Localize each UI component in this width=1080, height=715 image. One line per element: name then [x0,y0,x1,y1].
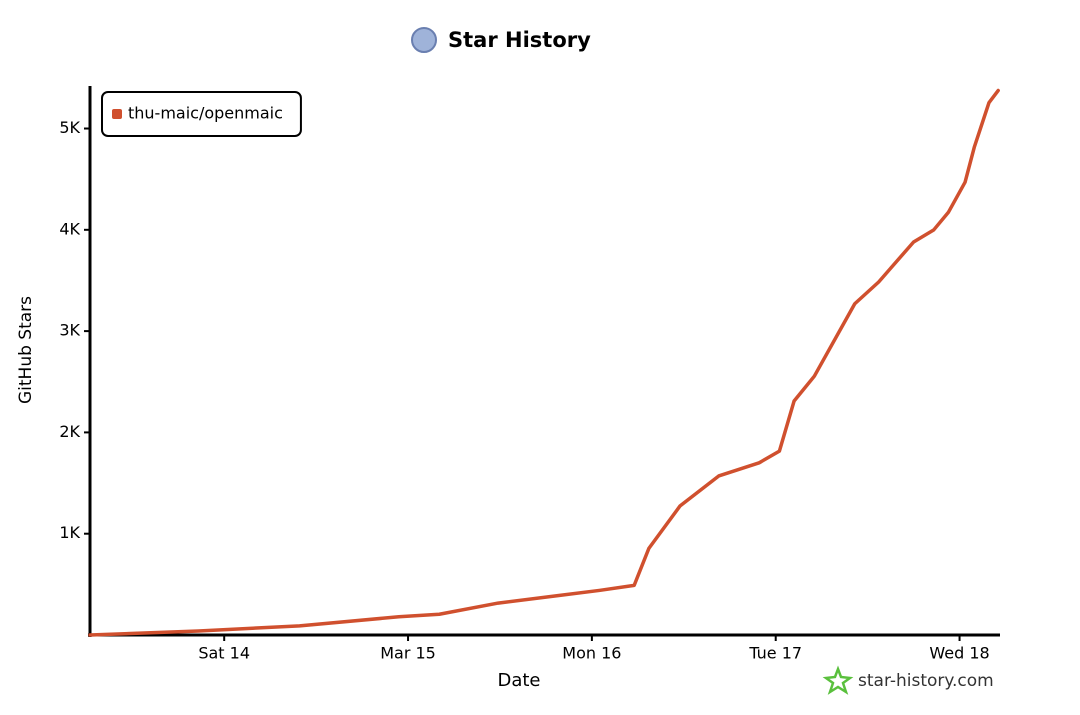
watermark-icon [822,665,854,695]
y-tick-label: 2K [59,422,80,441]
legend-swatch [112,109,122,119]
y-tick-label: 5K [59,118,80,137]
x-tick-label: Mon 16 [562,644,621,663]
y-tick-label: 4K [59,219,80,238]
x-tick-label: Wed 18 [929,644,989,663]
x-tick-label: Tue 17 [748,644,802,663]
series-line [88,88,1000,637]
x-tick-label: Mar 15 [380,644,436,663]
title-icon [411,27,437,53]
chart-title: Star History [448,28,591,52]
y-axis-label: GitHub Stars [16,296,36,404]
watermark[interactable]: star-history.com [858,671,994,691]
x-tick-label: Sat 14 [198,644,250,663]
y-tick-label: 3K [59,321,80,340]
x-axis-label: Date [497,670,540,691]
legend-label: thu-maic/openmaic [128,104,283,123]
legend-box [101,91,302,137]
y-tick-label: 1K [59,523,80,542]
